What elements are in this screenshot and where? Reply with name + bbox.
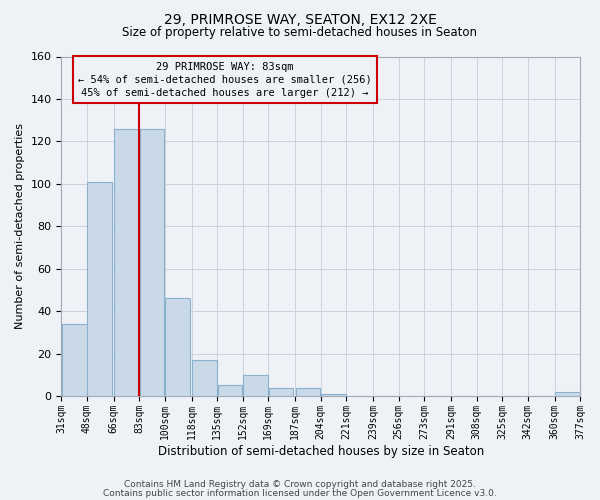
Bar — [296, 388, 320, 396]
Bar — [243, 375, 268, 396]
Bar — [269, 388, 293, 396]
Text: Contains HM Land Registry data © Crown copyright and database right 2025.: Contains HM Land Registry data © Crown c… — [124, 480, 476, 489]
Text: Size of property relative to semi-detached houses in Seaton: Size of property relative to semi-detach… — [122, 26, 478, 39]
Bar — [140, 128, 164, 396]
Bar — [87, 182, 112, 396]
Bar — [192, 360, 217, 396]
Text: 29 PRIMROSE WAY: 83sqm
← 54% of semi-detached houses are smaller (256)
45% of se: 29 PRIMROSE WAY: 83sqm ← 54% of semi-det… — [78, 62, 371, 98]
Bar — [114, 128, 139, 396]
Bar — [62, 324, 86, 396]
Bar — [218, 386, 242, 396]
Bar — [165, 298, 190, 396]
Text: 29, PRIMROSE WAY, SEATON, EX12 2XE: 29, PRIMROSE WAY, SEATON, EX12 2XE — [164, 12, 436, 26]
Bar — [555, 392, 580, 396]
Text: Contains public sector information licensed under the Open Government Licence v3: Contains public sector information licen… — [103, 488, 497, 498]
X-axis label: Distribution of semi-detached houses by size in Seaton: Distribution of semi-detached houses by … — [158, 444, 484, 458]
Bar — [321, 394, 346, 396]
Y-axis label: Number of semi-detached properties: Number of semi-detached properties — [15, 124, 25, 330]
